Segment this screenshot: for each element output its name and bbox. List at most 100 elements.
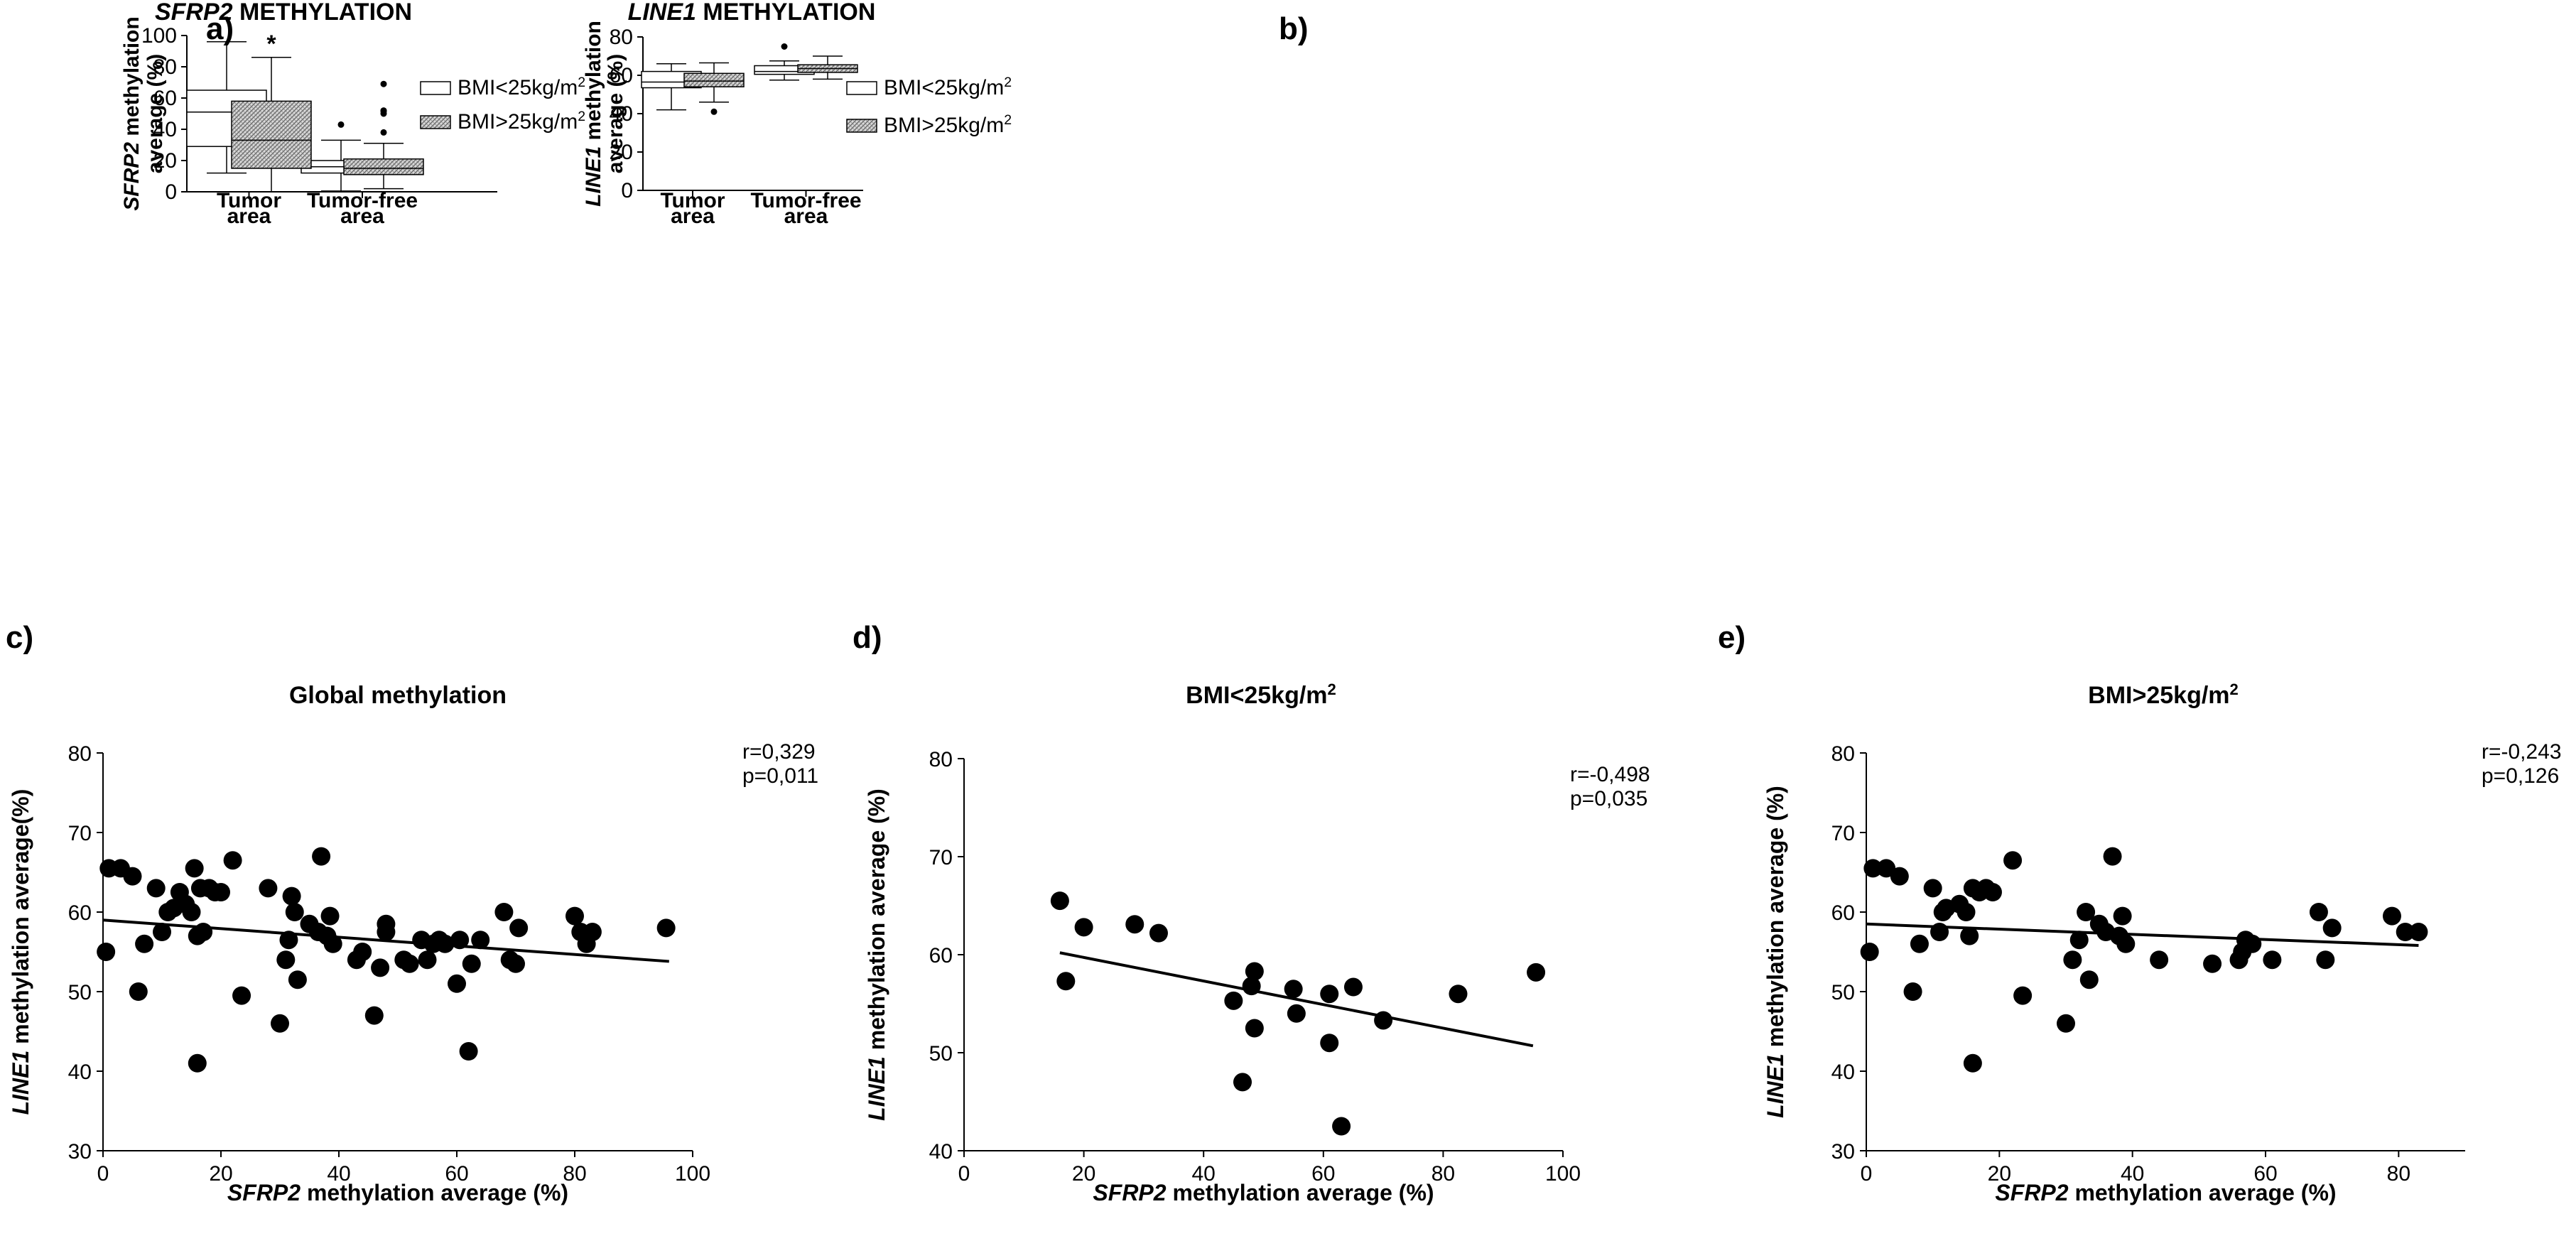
y-axis-label: LINE1 methylation average (%) [1763,786,1788,1118]
y-axis-label: LINE1 methylation average(%) [8,789,33,1115]
data-point [285,903,304,921]
data-point [459,1042,478,1061]
data-point [656,918,676,938]
panel-label-d: d) [853,620,882,655]
y-axis-label: SFRP2 methylation [120,16,144,210]
box [343,158,424,175]
y-tick-label: 0 [165,180,177,204]
y-tick-label: 50 [929,1042,953,1065]
y-tick-label: 60 [68,901,92,925]
data-point [462,954,481,973]
x-tick-label: 20 [1988,1162,2011,1186]
legend-swatch [420,81,451,95]
y-tick-label: 80 [1831,742,1855,766]
data-point [364,1006,384,1025]
data-point [2063,950,2082,970]
chart-title: BMI>25kg/m2 [2088,680,2239,710]
data-point [146,879,166,898]
data-point [565,906,584,926]
legend-label: BMI>25kg/m2 [884,112,1012,137]
x-tick-label: 0 [97,1162,109,1186]
y-tick-label: 40 [610,102,633,126]
regression-line [1059,951,1534,1048]
x-axis-label: SFRP2 methylation average (%) [1093,1180,1434,1205]
data-point [153,923,171,941]
category-label: Tumor [217,189,281,212]
data-point [194,923,213,941]
y-tick-label: 70 [1831,822,1855,845]
data-point [2113,906,2132,926]
outlier-point [710,108,718,115]
y-tick-label: 20 [153,149,177,173]
data-point [1320,1034,1339,1053]
box [231,100,312,169]
x-tick-label: 20 [209,1162,232,1186]
x-tick-label: 80 [1432,1162,1455,1186]
data-point [123,867,142,886]
data-point [1449,985,1468,1004]
x-tick-label: 20 [1072,1162,1095,1186]
y-tick-label: 50 [68,981,92,1004]
correlation-p: p=0,011 [742,764,818,788]
outlier-point [380,129,387,136]
data-point [2309,903,2328,921]
panel-label-a: a) [206,11,234,46]
data-point [323,934,342,953]
data-point [1877,859,1896,878]
data-point [223,851,242,870]
x-tick-label: 80 [2387,1162,2410,1186]
y-tick-label: 80 [153,55,177,79]
data-point [282,886,301,906]
y-tick-label: 60 [610,64,633,87]
data-point [135,934,154,953]
data-point [1863,859,1883,878]
y-tick-label: 20 [610,141,633,164]
data-point [288,970,307,989]
y-tick-label: 40 [1831,1061,1855,1084]
y-tick-label: 80 [68,742,92,766]
data-point [188,1053,207,1073]
chart-c-global-scatter: 30 40 50 60 70 80 0 20 40 60 80 100 Global methylati… [8,682,818,1205]
y-tick-label: 40 [68,1061,92,1084]
y-axis-label: LINE1 methylation [582,21,605,207]
data-point [1860,943,1879,961]
data-point [1125,915,1144,934]
data-point [450,931,470,950]
chart-title: LINE1 METHYLATION [628,0,876,26]
data-point [2077,903,2096,921]
y-tick-label: 60 [1831,901,1855,925]
correlation-r: r=-0,498 [1570,763,1650,786]
legend-swatch [846,119,877,133]
y-tick-label: 80 [610,26,633,49]
x-tick-label: 40 [327,1162,350,1186]
legend-label: BMI<25kg/m2 [884,75,1012,99]
data-point [279,931,298,950]
outlier-point [380,107,387,114]
chart-title: Global methylation [289,682,507,709]
correlation-p: p=0,126 [2482,764,2559,788]
category-label: area [671,205,715,228]
outlier-point [337,121,345,128]
data-point [1284,980,1303,999]
data-point [2069,931,2089,950]
data-point [1242,977,1261,996]
x-tick-label: 80 [563,1162,586,1186]
data-point [1332,1117,1351,1136]
chart-d-bmi-low-scatter: 40 50 60 70 80 0 20 40 60 80 100 BMI<25kg/m2 r=-0,49… [864,680,1650,1206]
y-tick-label: 0 [621,179,633,202]
x-tick-label: 100 [675,1162,710,1186]
data-point [2013,986,2033,1005]
data-point [259,879,278,898]
data-point [1930,923,1949,941]
y-axis-label: average (%) [144,54,167,173]
y-tick-label: 70 [68,822,92,845]
data-point [507,954,525,973]
data-point [2057,1014,2075,1033]
outlier-point [781,43,788,50]
x-tick-label: 60 [1311,1162,1335,1186]
y-tick-label: 60 [153,87,177,110]
chart-title: BMI<25kg/m2 [1186,680,1336,710]
data-point [276,950,296,970]
